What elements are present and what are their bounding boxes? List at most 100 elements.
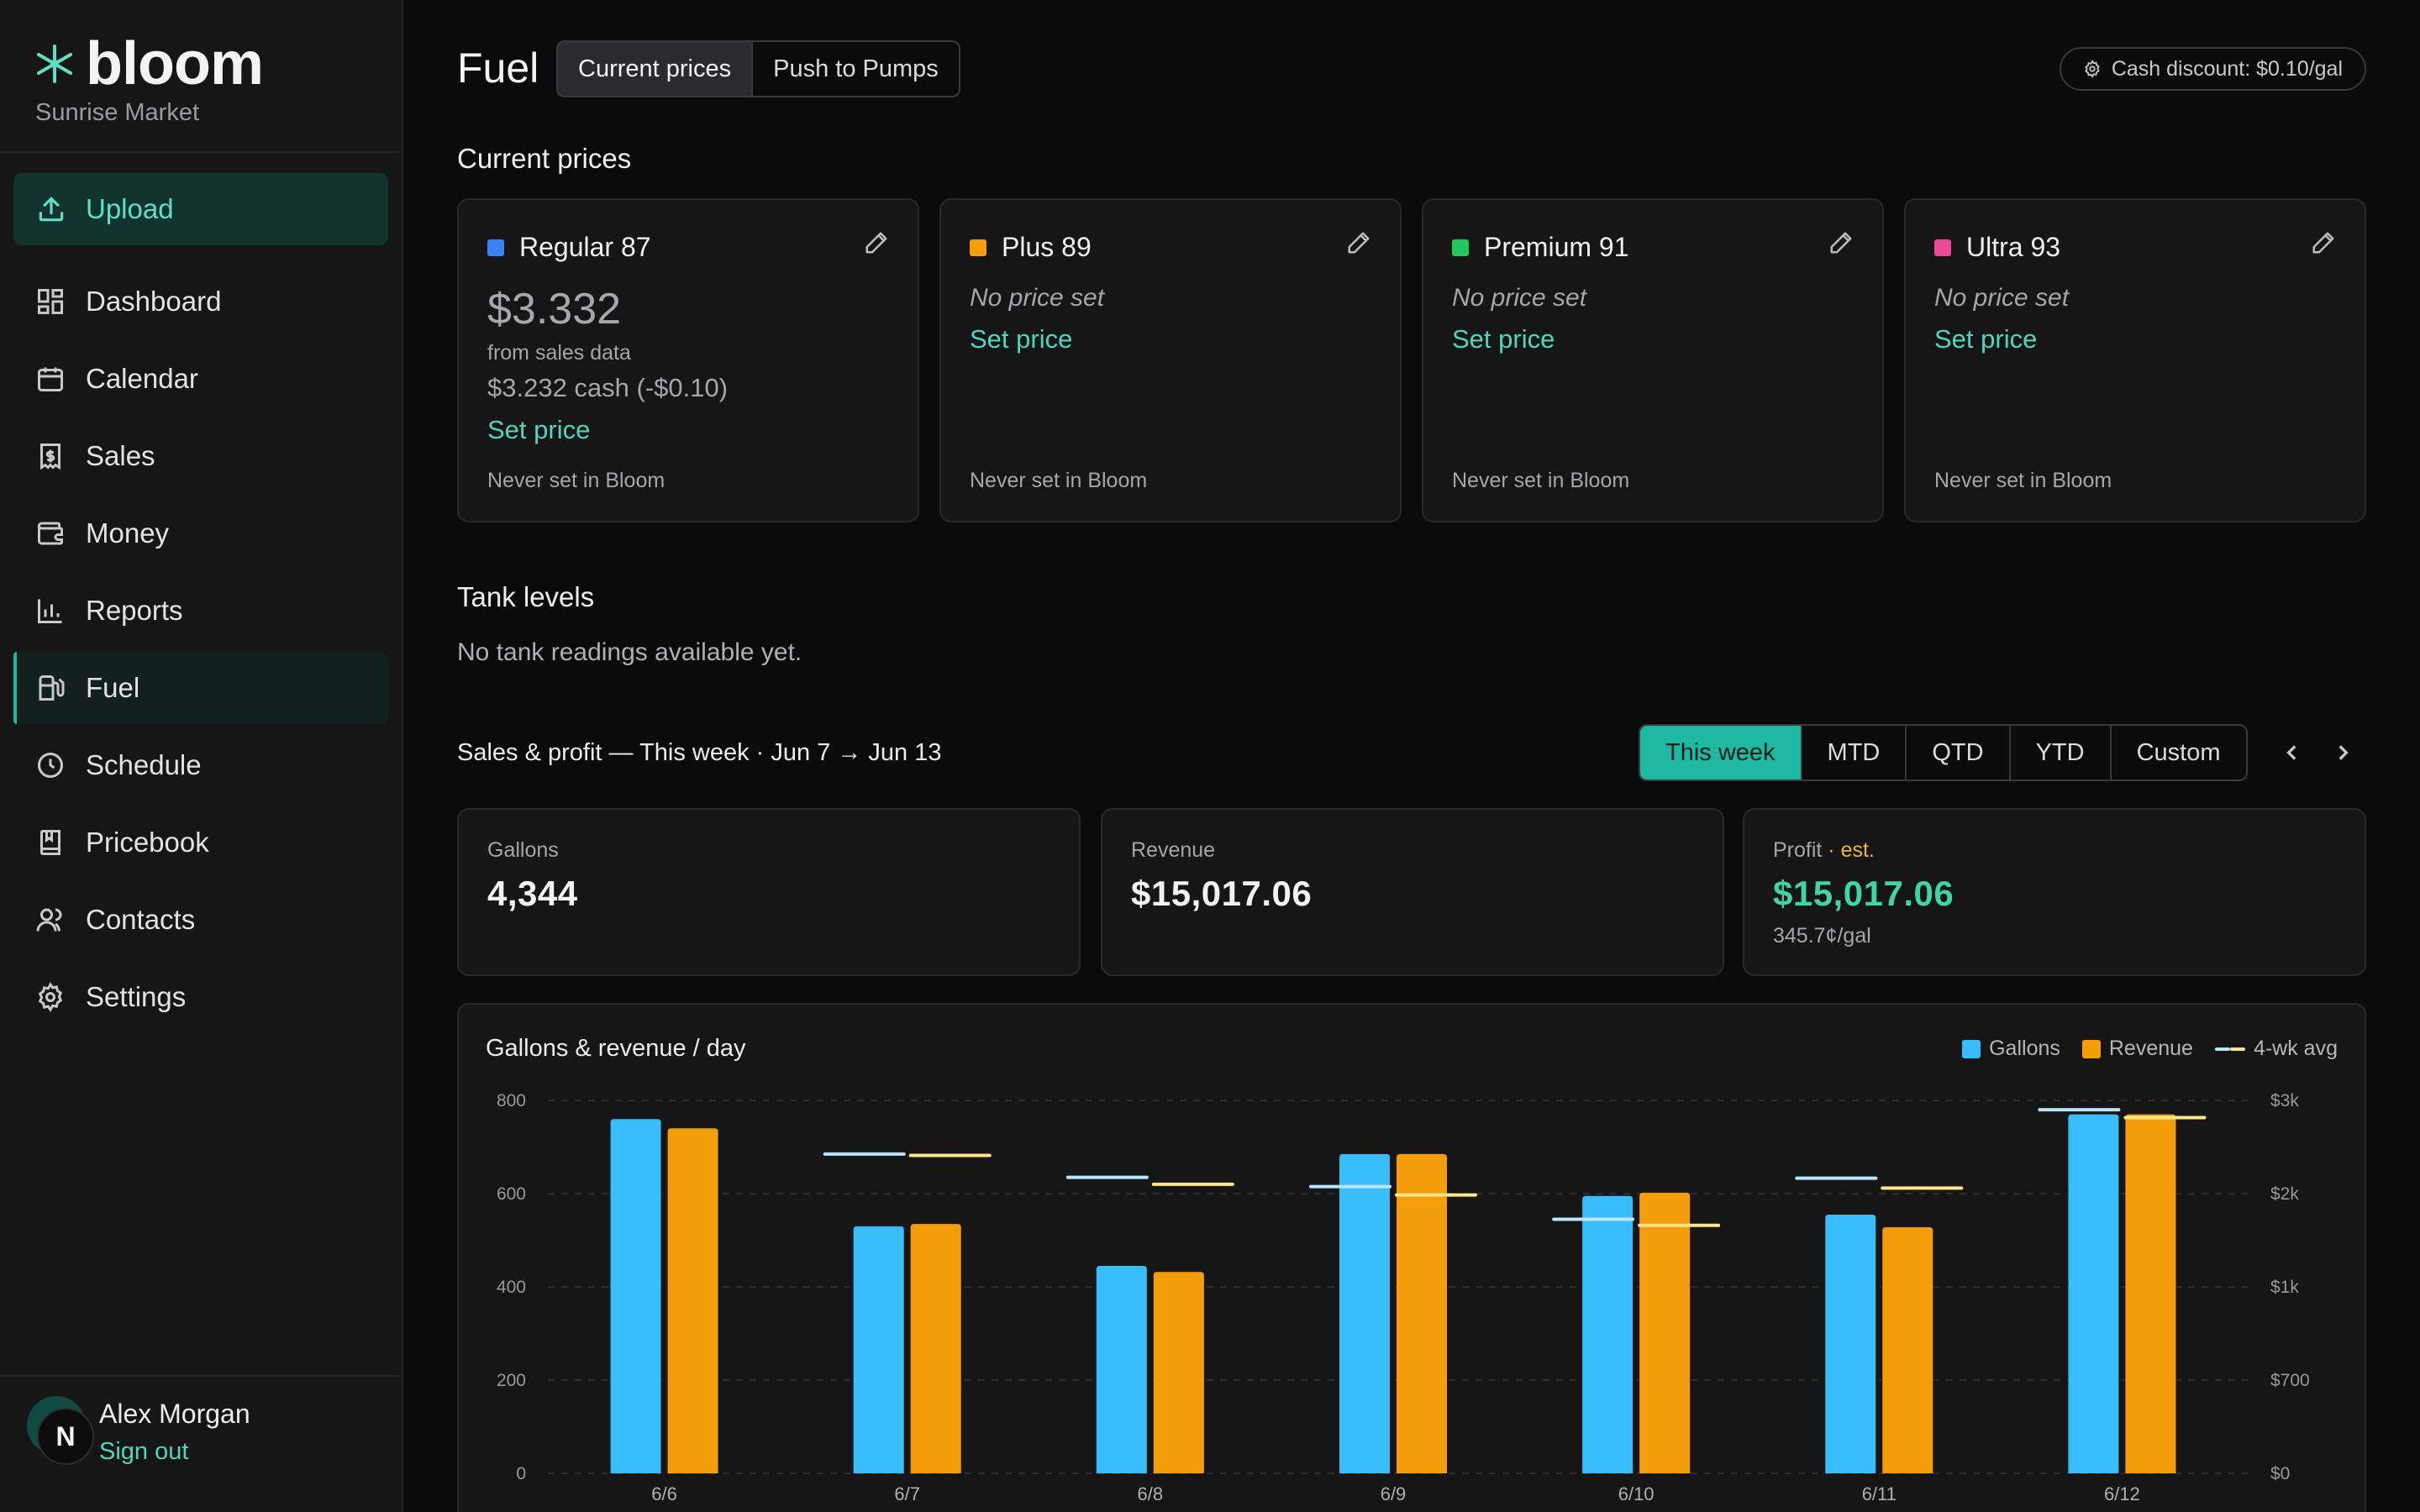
sidebar-item-schedule[interactable]: Schedule <box>13 729 388 801</box>
x-tick-label: 6/11 <box>1862 1483 1897 1504</box>
wallet-icon <box>38 522 63 545</box>
set-price-link[interactable]: Set price <box>487 415 591 444</box>
grade-name: Premium 91 <box>1484 232 1629 262</box>
sidebar-item-dashboard[interactable]: Dashboard <box>13 265 388 338</box>
avatar-initial: N <box>37 1408 94 1465</box>
set-price-link[interactable]: Set price <box>1934 324 2038 354</box>
bar-revenue <box>910 1224 961 1473</box>
y2-tick-label: $2k <box>2270 1184 2299 1204</box>
pencil-icon[interactable] <box>2311 230 2336 255</box>
grade-name: Plus 89 <box>1002 232 1092 262</box>
sidebar-divider <box>0 151 402 153</box>
sidebar-item-label: Reports <box>86 595 183 626</box>
next-period-button[interactable] <box>2326 736 2360 769</box>
book-icon <box>40 830 60 855</box>
current-prices-heading: Current prices <box>457 143 632 174</box>
legend-revenue[interactable]: Revenue <box>2081 1037 2193 1061</box>
range-qtd[interactable]: QTD <box>1905 726 2008 780</box>
bar-chart-icon <box>38 599 62 623</box>
range-this-week[interactable]: This week <box>1640 726 1801 780</box>
sidebar-item-label: Fuel <box>86 672 140 703</box>
pencil-icon[interactable] <box>864 230 889 255</box>
prev-period-button[interactable] <box>2275 736 2309 769</box>
sidebar-item-label: Pricebook <box>86 827 209 858</box>
bar-revenue <box>2125 1114 2176 1473</box>
y2-tick-label: $700 <box>2270 1371 2310 1390</box>
calendar-icon <box>38 367 63 391</box>
grade-name: Regular 87 <box>519 232 651 262</box>
tank-levels-heading: Tank levels <box>457 581 595 612</box>
kpi-per-gallon: 345.7¢/gal <box>1773 924 1871 948</box>
chart-canvas: 0 $0 200 $700 400 $1k 600 $2k 800 $3k 6/6 6/7 6/8 6/9… <box>497 1091 2310 1504</box>
bar-revenue <box>667 1128 718 1473</box>
sidebar-item-contacts[interactable]: Contacts <box>13 884 388 956</box>
chart-legend: Gallons Revenue 4-wk avg <box>1940 1037 2338 1061</box>
bloom-logo-icon <box>37 45 72 83</box>
pencil-icon[interactable] <box>1828 230 1854 255</box>
sidebar-item-fuel[interactable]: Fuel <box>13 652 388 724</box>
bar-gallons <box>1096 1266 1147 1473</box>
price-status: Never set in Bloom <box>487 469 666 492</box>
bar-revenue <box>1397 1153 1447 1473</box>
grade-price: $3.332 <box>487 285 622 333</box>
pencil-icon[interactable] <box>1346 230 1371 255</box>
price-card-regular: Regular 87 $3.332 from sales data $3.232… <box>457 198 919 522</box>
range-custom[interactable]: Custom <box>2109 726 2246 780</box>
gallons-revenue-chart: 0 $0 200 $700 400 $1k 600 $2k 800 $3k 6/6 6/7 6/8 6/9… <box>457 1003 2366 1512</box>
tab-push-to-pumps[interactable]: Push to Pumps <box>773 55 939 82</box>
upload-button[interactable]: Upload <box>13 173 388 245</box>
sidebar-item-settings[interactable]: Settings <box>13 961 388 1033</box>
fuel-pump-icon <box>39 675 65 701</box>
kpi-value: 4,344 <box>487 874 578 913</box>
cash-discount-button[interactable]: Cash discount: $0.10/gal <box>2059 47 2366 91</box>
user-profile: N Alex Morgan Sign out <box>27 1396 250 1468</box>
user-name: Alex Morgan <box>99 1399 250 1429</box>
bar-gallons <box>853 1226 904 1473</box>
grade-swatch <box>487 239 504 256</box>
legend-swatch <box>1962 1039 1981 1058</box>
grade-swatch <box>1452 239 1469 256</box>
clock-icon <box>38 753 63 778</box>
set-price-link[interactable]: Set price <box>1452 324 1555 354</box>
bar-gallons <box>1339 1153 1390 1473</box>
sidebar-item-pricebook[interactable]: Pricebook <box>13 806 388 879</box>
grade-name: Ultra 93 <box>1966 232 2061 262</box>
x-tick-label: 6/10 <box>1618 1483 1655 1504</box>
sidebar-item-label: Schedule <box>86 749 202 780</box>
sidebar-item-calendar[interactable]: Calendar <box>13 343 388 415</box>
x-tick-label: 6/8 <box>1138 1483 1164 1504</box>
sidebar-item-sales[interactable]: Sales <box>13 420 388 492</box>
set-price-link[interactable]: Set price <box>970 324 1073 354</box>
legend-label: 4-wk avg <box>2253 1037 2338 1060</box>
x-tick-label: 6/6 <box>651 1483 677 1504</box>
cash-price: $3.232 cash (-$0.10) <box>487 373 729 402</box>
grade-swatch <box>970 239 986 256</box>
sidebar-item-reports[interactable]: Reports <box>13 575 388 647</box>
range-mtd[interactable]: MTD <box>1800 726 1906 780</box>
kpi-revenue: Revenue $15,017.06 <box>1101 808 1724 976</box>
sidebar-item-label: Money <box>86 517 170 549</box>
x-tick-label: 6/12 <box>2104 1483 2140 1504</box>
sidebar-item-label: Sales <box>86 440 155 471</box>
users-icon <box>36 908 62 932</box>
kpi-label: Revenue <box>1131 838 1216 862</box>
tab-current-prices[interactable]: Current prices <box>558 42 754 96</box>
sidebar: bloom Sunrise Market Upload Dashboard Ca… <box>0 0 403 1512</box>
sign-out-link[interactable]: Sign out <box>99 1438 189 1465</box>
legend-gallons[interactable]: Gallons <box>1962 1037 2060 1061</box>
kpi-label: Profit · est. <box>1773 838 1875 863</box>
kpi-value: $15,017.06 <box>1773 874 1954 913</box>
sidebar-item-label: Contacts <box>86 904 196 935</box>
range-ytd[interactable]: YTD <box>2008 726 2110 780</box>
brand: bloom Sunrise Market <box>34 34 264 127</box>
upload-label: Upload <box>86 193 174 224</box>
sidebar-nav: Dashboard Calendar Sales Money Reports F… <box>13 265 388 1038</box>
x-tick-label: 6/7 <box>894 1483 920 1504</box>
sidebar-item-money[interactable]: Money <box>13 497 388 570</box>
gear-icon <box>2085 60 2100 78</box>
estimate-badge: · est. <box>1822 838 1875 862</box>
avatar[interactable]: N <box>27 1396 94 1468</box>
legend-avg[interactable]: 4-wk avg <box>2214 1037 2338 1061</box>
y-tick-label: 800 <box>497 1091 526 1110</box>
chart-title: Gallons & revenue / day <box>486 1035 746 1062</box>
